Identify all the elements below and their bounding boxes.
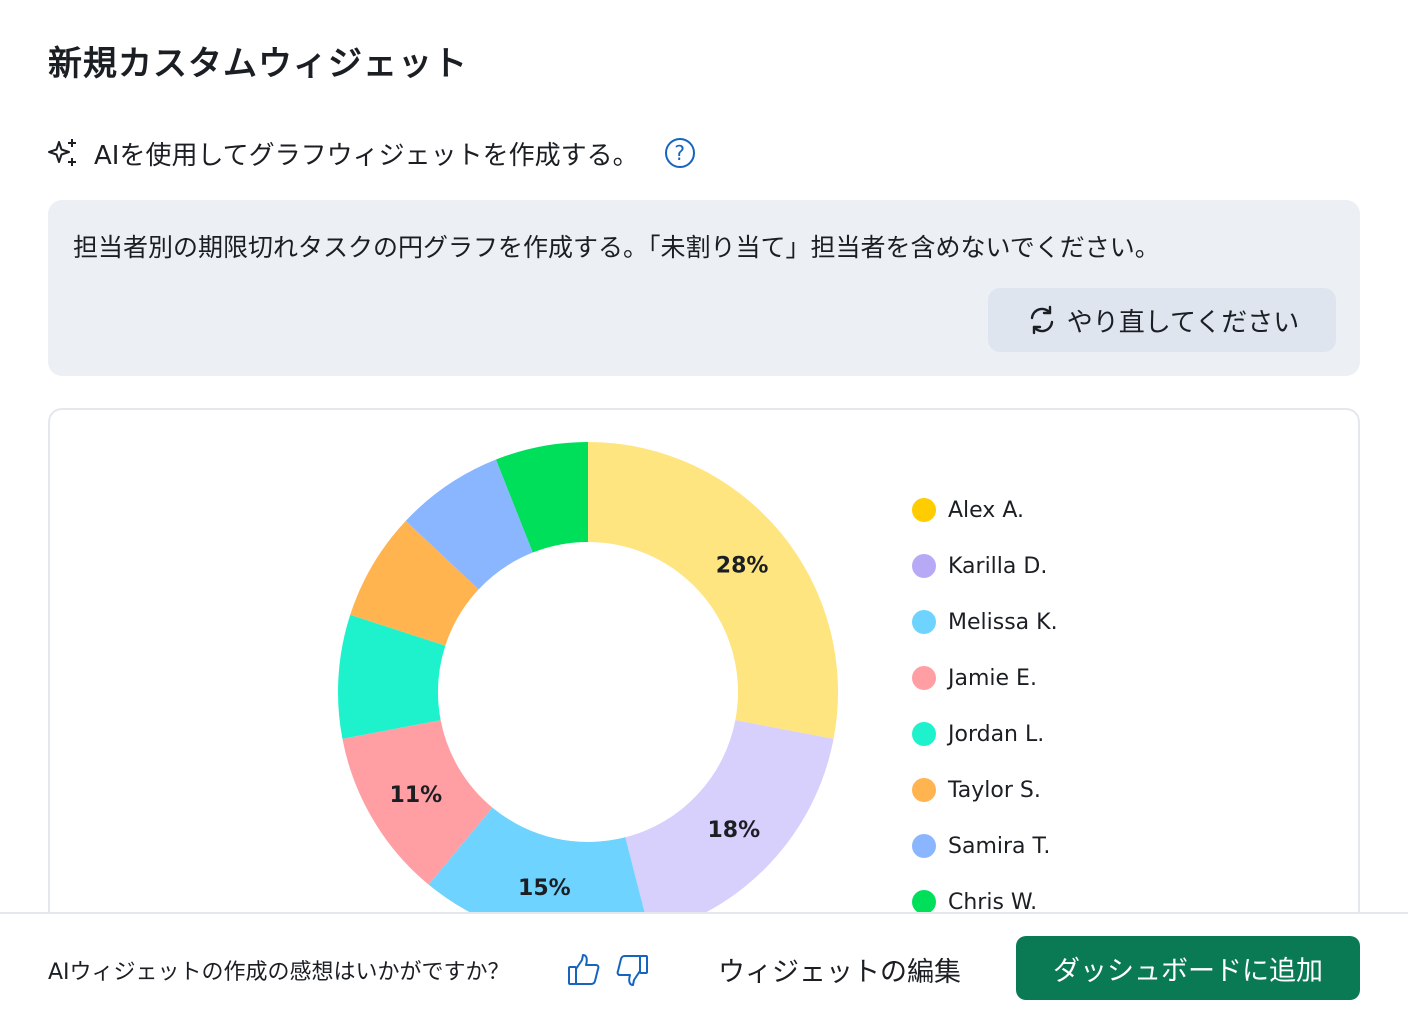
donut-slice-0[interactable] — [588, 442, 839, 739]
slice-data-label: 11% — [390, 783, 443, 808]
legend-swatch — [912, 778, 936, 802]
donut-slice-6[interactable] — [405, 459, 533, 590]
chart-legend: Alex A. Karilla D. Melissa K. Jamie E. Jorda… — [912, 482, 1058, 930]
ai-prompt-row: AIを使用してグラフウィジェットを作成する。 ? — [46, 134, 695, 172]
legend-label: Jordan L. — [948, 721, 1045, 747]
donut-slice-7[interactable] — [495, 442, 588, 553]
add-to-dashboard-button[interactable]: ダッシュボードに追加 — [1016, 936, 1360, 1000]
legend-item: Taylor S. — [912, 762, 1058, 818]
legend-item: Alex A. — [912, 482, 1058, 538]
legend-item: Jordan L. — [912, 706, 1058, 762]
legend-swatch — [912, 666, 936, 690]
legend-label: Melissa K. — [948, 609, 1058, 635]
donut-slice-2[interactable] — [428, 807, 651, 942]
legend-swatch — [912, 722, 936, 746]
legend-swatch — [912, 890, 936, 914]
footer-bar: AIウィジェットの作成の感想はいかがですか？ ウィジェットの編集 ダッシュボード… — [0, 912, 1408, 1024]
prompt-box: 担当者別の期限切れタスクの円グラフを作成する。「未割り当て」担当者を含めないでく… — [48, 200, 1360, 376]
page-title: 新規カスタムウィジェット — [48, 44, 468, 84]
legend-label: Jamie E. — [948, 665, 1037, 691]
legend-item: Chris W. — [912, 874, 1058, 930]
legend-label: Chris W. — [948, 889, 1038, 915]
legend-label: Samira T. — [948, 833, 1051, 859]
thumbs-down-icon[interactable] — [614, 952, 650, 988]
donut-slice-1[interactable] — [625, 720, 834, 935]
chart-card: 28% 18% 15% 11% Alex A. Karilla D. Melissa K.… — [48, 408, 1360, 968]
ai-prompt-label: AIを使用してグラフウィジェットを作成する。 — [94, 140, 639, 171]
edit-widget-button[interactable]: ウィジェットの編集 — [718, 957, 961, 988]
legend-swatch — [912, 610, 936, 634]
sparkle-icon — [48, 139, 76, 166]
legend-item: Melissa K. — [912, 594, 1058, 650]
thumbs-up-icon[interactable] — [566, 952, 602, 988]
retry-label: やり直してください — [1066, 307, 1300, 338]
retry-button[interactable]: やり直してください — [988, 288, 1336, 352]
legend-item: Samira T. — [912, 818, 1058, 874]
feedback-question: AIウィジェットの作成の感想はいかがですか？ — [48, 960, 510, 985]
legend-swatch — [912, 834, 936, 858]
legend-item: Jamie E. — [912, 650, 1058, 706]
legend-label: Karilla D. — [948, 553, 1048, 579]
donut-chart: 28% 18% 15% 11% — [338, 442, 839, 942]
slice-data-label: 15% — [518, 876, 571, 901]
donut-slice-5[interactable] — [350, 520, 479, 646]
legend-item: Karilla D. — [912, 538, 1058, 594]
prompt-text: 担当者別の期限切れタスクの円グラフを作成する。「未割り当て」担当者を含めないでく… — [73, 233, 1160, 262]
slice-data-label: 18% — [707, 818, 760, 843]
donut-slice-4[interactable] — [338, 614, 446, 739]
help-icon[interactable]: ? — [664, 138, 695, 168]
donut-slice-3[interactable] — [342, 720, 493, 885]
legend-swatch — [912, 554, 936, 578]
refresh-icon — [1030, 305, 1053, 335]
slice-data-label: 28% — [716, 554, 769, 579]
legend-label: Taylor S. — [948, 777, 1041, 803]
legend-swatch — [912, 498, 936, 522]
legend-label: Alex A. — [948, 497, 1024, 523]
